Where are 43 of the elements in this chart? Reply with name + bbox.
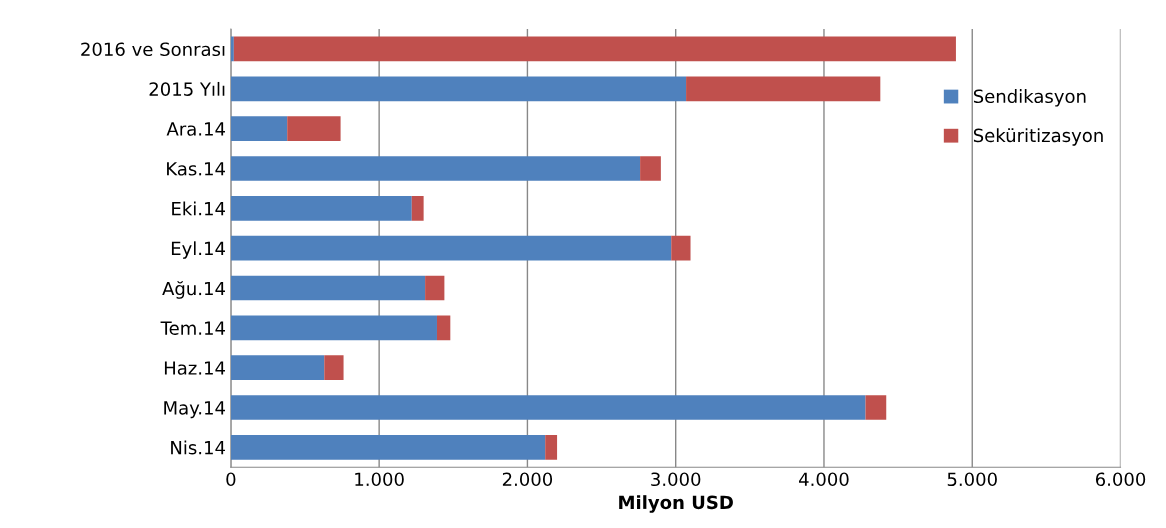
x-tick-label: 0 — [226, 472, 236, 487]
bar — [230, 76, 687, 102]
y-tick-label: Ara.14 — [166, 122, 225, 136]
x-tick-label: 3.000 — [651, 472, 701, 487]
bar — [230, 36, 234, 62]
x-tick-label: 4.000 — [799, 472, 849, 487]
bar — [230, 156, 641, 181]
bar — [230, 435, 546, 460]
bar — [230, 275, 426, 301]
x-tick-label: 2.000 — [502, 472, 553, 487]
legend-label: Sendikasyon — [973, 89, 1086, 107]
x-tick-label: 1.000 — [355, 472, 404, 487]
bar — [230, 235, 672, 261]
x-axis-title: Milyon USD — [619, 495, 733, 513]
x-tick-label: 6.000 — [1095, 472, 1146, 487]
y-tick-label: May.14 — [164, 401, 225, 419]
bar — [865, 395, 887, 420]
y-tick-label: 2015 Yılı — [149, 81, 225, 96]
bar — [230, 116, 288, 141]
y-tick-label: 2016 ve Sonrası — [81, 42, 225, 57]
bar — [233, 36, 956, 62]
x-tick-label: 5.000 — [947, 472, 997, 487]
bar — [411, 195, 424, 221]
bar — [324, 355, 344, 381]
bar — [686, 76, 881, 102]
y-tick-label: Tem.14 — [160, 321, 225, 335]
bar — [230, 355, 325, 381]
y-tick-label: Eyl.14 — [171, 241, 225, 259]
y-tick-label: Nis.14 — [171, 440, 225, 455]
bar — [287, 116, 341, 141]
legend-label: Seküritizasyon — [973, 128, 1103, 146]
bar — [436, 315, 451, 341]
bar — [640, 156, 661, 181]
bar — [230, 395, 866, 420]
y-tick-label: Ağu.14 — [162, 280, 225, 299]
bar — [230, 195, 412, 221]
y-tick-label: Haz.14 — [164, 361, 225, 375]
bar — [545, 435, 558, 460]
y-tick-label: Eki.14 — [172, 201, 225, 216]
bar — [425, 275, 445, 301]
y-tick-label: Kas.14 — [167, 162, 225, 176]
bar — [671, 235, 691, 261]
bar — [230, 315, 437, 341]
